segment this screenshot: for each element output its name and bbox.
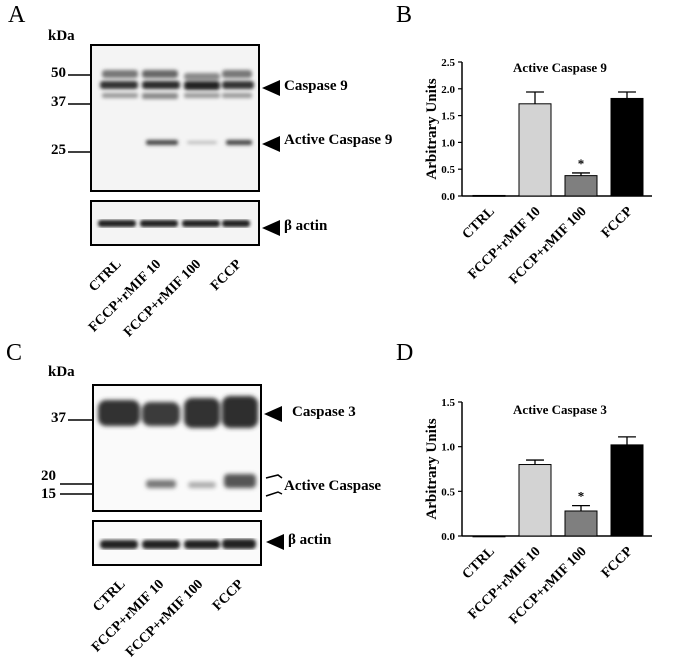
- band-label-caspase9: Caspase 9: [284, 78, 348, 94]
- panel-letter-b: B: [396, 2, 413, 28]
- y-tick-label: 2.5: [441, 57, 455, 69]
- panel-letter-a: A: [8, 2, 26, 28]
- band-label-caspase3: Caspase 3: [292, 404, 356, 420]
- bar: [472, 194, 506, 197]
- y-tick-label: 0.0: [441, 531, 455, 543]
- significance-mark: *: [578, 489, 585, 504]
- lane-label: FCCP: [209, 577, 247, 615]
- kda-label: kDa: [48, 28, 75, 44]
- blot-bands: [100, 539, 256, 549]
- bar: [564, 175, 598, 197]
- x-tick-label: FCCP+rMIF 100: [507, 544, 590, 627]
- panel-letter-c: C: [6, 340, 23, 366]
- western-blot-actin: [92, 520, 262, 566]
- chart-title: Active Caspase 9: [513, 60, 607, 75]
- y-tick-label: 1.0: [441, 442, 455, 454]
- marker-label: 50: [51, 65, 66, 81]
- bar: [518, 103, 552, 197]
- western-blot-caspase3: [92, 384, 262, 512]
- y-tick-label: 1.0: [441, 137, 455, 149]
- western-blot-actin: [90, 200, 260, 246]
- arrow-icon: [264, 406, 282, 422]
- marker-label: 15: [41, 486, 56, 502]
- x-tick-label: CTRL: [460, 544, 498, 582]
- x-tick-label: FCCP: [599, 544, 636, 581]
- kda-label: kDa: [48, 364, 75, 380]
- arrow-icon: [266, 534, 284, 550]
- blot-bands: [98, 396, 258, 488]
- lane-label: FCCP: [207, 257, 245, 295]
- bar: [564, 510, 598, 537]
- marker-label: 37: [51, 94, 66, 110]
- chart-title: Active Caspase 3: [513, 402, 607, 417]
- arrow-icon: [262, 220, 280, 236]
- x-tick-label: CTRL: [460, 204, 498, 242]
- band-label-active-caspase9: Active Caspase 9: [284, 132, 393, 148]
- y-tick-label: 1.5: [441, 397, 455, 409]
- y-axis-label: Arbitrary Units: [424, 418, 440, 519]
- arrow-icon: [262, 136, 280, 152]
- panel-letter-d: D: [396, 340, 414, 366]
- bar: [518, 464, 552, 537]
- y-tick-label: 0.5: [441, 164, 455, 176]
- y-tick-label: 1.5: [441, 111, 455, 123]
- band-label-active-caspase: Active Caspase: [284, 478, 382, 494]
- blot-bands: [98, 220, 250, 227]
- bar: [610, 97, 644, 197]
- marker-label: 20: [41, 468, 56, 484]
- arrow-icon: [262, 80, 280, 96]
- y-tick-label: 0.5: [441, 486, 455, 498]
- marker-label: 37: [51, 410, 66, 426]
- marker-ticks: [60, 419, 92, 495]
- x-tick-label: FCCP: [599, 204, 636, 241]
- bracket-icon: [265, 474, 283, 497]
- bar: [472, 535, 506, 538]
- significance-mark: *: [578, 156, 585, 171]
- y-axis-label: Arbitrary Units: [424, 78, 440, 179]
- y-tick-label: 0.0: [441, 191, 455, 203]
- blot-bands: [100, 70, 254, 145]
- marker-label: 25: [51, 142, 66, 158]
- band-label-actin: β actin: [284, 218, 328, 234]
- band-label-actin: β actin: [288, 532, 332, 548]
- x-tick-label: FCCP+rMIF 100: [507, 204, 590, 287]
- western-blot-caspase9: [90, 44, 260, 192]
- y-tick-label: 2.0: [441, 84, 455, 96]
- marker-ticks: [68, 74, 90, 153]
- bar: [610, 444, 644, 537]
